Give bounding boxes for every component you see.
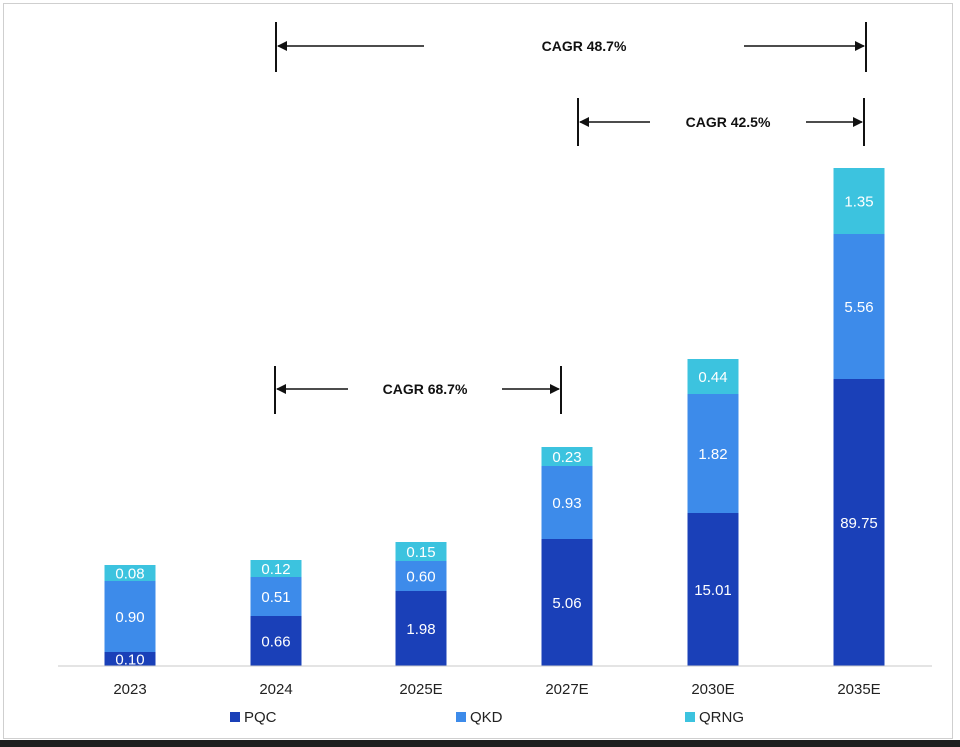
bar-qrng-2025e <box>395 542 447 561</box>
bar-qrng-2030e <box>687 359 739 394</box>
bar-qkd-2030e <box>687 394 739 513</box>
value-label-qrng-2030e: 0.44 <box>698 369 727 386</box>
value-label-qkd-2023: 0.90 <box>115 609 144 626</box>
legend-swatch-pqc <box>230 712 240 722</box>
bar-qkd-2027e <box>541 466 593 539</box>
cagr-arrowhead-right <box>550 384 560 394</box>
value-label-qrng-2027e: 0.23 <box>552 449 581 466</box>
x-tick-label-2027e: 2027E <box>545 681 588 698</box>
cagr-annotation-1: CAGR 48.7% <box>275 22 867 72</box>
bar-pqc-2035e <box>833 379 885 666</box>
value-label-pqc-2024: 0.66 <box>261 634 290 651</box>
value-label-qkd-2027e: 0.93 <box>552 495 581 512</box>
bar-pqc-2027e <box>541 539 593 666</box>
bar-qrng-2023 <box>104 565 156 581</box>
value-labels-layer: 0.10 0.90 0.08 0.66 0.51 0.12 1.98 0.60 0.15 5.06… <box>115 194 877 669</box>
chart-frame <box>3 3 953 739</box>
value-label-qrng-2023: 0.08 <box>115 566 144 583</box>
value-label-qkd-2035e: 5.56 <box>844 299 873 316</box>
legend: PQC QKD QRNG <box>230 709 744 726</box>
value-label-pqc-2035e: 89.75 <box>840 515 878 532</box>
cagr-arrowhead-left <box>276 384 286 394</box>
bars-layer <box>104 168 885 666</box>
x-tick-label-2035e: 2035E <box>837 681 880 698</box>
value-label-qrng-2025e: 0.15 <box>406 544 435 561</box>
x-tick-label-2030e: 2030E <box>691 681 734 698</box>
bar-qkd-2024 <box>250 577 302 616</box>
bar-pqc-2023 <box>104 652 156 666</box>
cagr-label: CAGR 48.7% <box>542 38 627 54</box>
cagr-label: CAGR 42.5% <box>686 114 771 130</box>
bar-pqc-2024 <box>250 616 302 666</box>
cagr-arrowhead-right <box>853 117 863 127</box>
value-label-pqc-2027e: 5.06 <box>552 595 581 612</box>
x-tick-label-2024: 2024 <box>259 681 292 698</box>
bar-qkd-2035e <box>833 234 885 379</box>
cagr-arrowhead-left <box>277 41 287 51</box>
cagr-arrowhead-right <box>855 41 865 51</box>
legend-swatch-qkd <box>456 712 466 722</box>
value-label-pqc-2030e: 15.01 <box>694 582 732 599</box>
bottom-strip <box>0 740 960 747</box>
value-label-pqc-2025e: 1.98 <box>406 621 435 638</box>
bar-qrng-2027e <box>541 447 593 466</box>
bar-qkd-2023 <box>104 581 156 652</box>
value-label-pqc-2023: 0.10 <box>115 652 144 669</box>
value-label-qrng-2035e: 1.35 <box>844 194 873 211</box>
x-tick-labels: 2023 2024 2025E 2027E 2030E 2035E <box>113 681 880 698</box>
bar-qrng-2024 <box>250 560 302 577</box>
bar-qrng-2035e <box>833 168 885 234</box>
x-tick-label-2025e: 2025E <box>399 681 442 698</box>
value-label-qkd-2025e: 0.60 <box>406 569 435 586</box>
legend-label-qrng: QRNG <box>699 709 744 726</box>
legend-label-pqc: PQC <box>244 709 277 726</box>
value-label-qkd-2030e: 1.82 <box>698 446 727 463</box>
value-label-qkd-2024: 0.51 <box>261 589 290 606</box>
value-label-qrng-2024: 0.12 <box>261 561 290 578</box>
cagr-annotations: CAGR 48.7% CAGR 42.5% CAGR 68.7% <box>274 22 867 414</box>
bar-qkd-2025e <box>395 561 447 591</box>
cagr-arrowhead-left <box>579 117 589 127</box>
x-tick-label-2023: 2023 <box>113 681 146 698</box>
bar-pqc-2025e <box>395 591 447 666</box>
legend-swatch-qrng <box>685 712 695 722</box>
legend-label-qkd: QKD <box>470 709 503 726</box>
cagr-annotation-2: CAGR 42.5% <box>577 98 865 146</box>
bar-pqc-2030e <box>687 513 739 666</box>
cagr-annotation-3: CAGR 68.7% <box>274 366 562 414</box>
cagr-label: CAGR 68.7% <box>383 381 468 397</box>
